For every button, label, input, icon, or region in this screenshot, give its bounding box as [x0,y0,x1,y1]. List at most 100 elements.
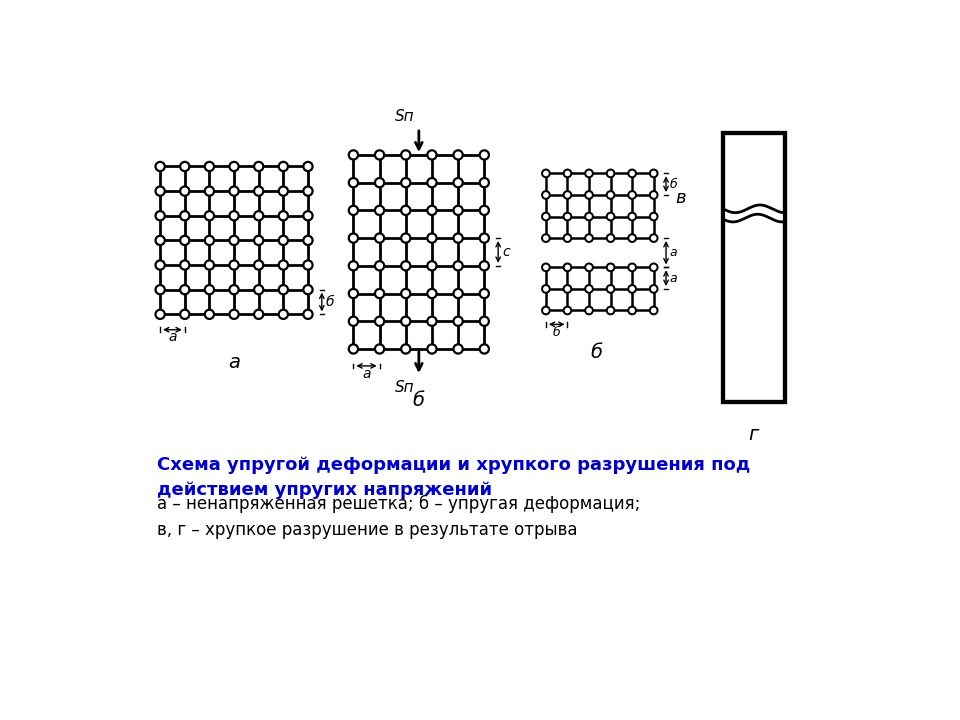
Text: а: а [168,330,177,344]
Circle shape [229,162,239,171]
Circle shape [204,162,214,171]
Circle shape [254,285,263,294]
Circle shape [180,211,189,220]
Circle shape [229,310,239,319]
Circle shape [564,307,571,315]
Circle shape [375,233,384,243]
Text: а: а [228,353,240,372]
Circle shape [180,162,189,171]
Circle shape [586,234,593,242]
Circle shape [229,186,239,196]
Circle shape [607,169,614,177]
Circle shape [156,261,165,270]
Circle shape [607,285,614,293]
Circle shape [254,211,263,220]
Text: б: б [553,325,561,338]
Circle shape [586,285,593,293]
Text: с: с [502,245,510,259]
Circle shape [607,191,614,199]
Circle shape [401,206,410,215]
Circle shape [348,233,358,243]
Circle shape [650,169,658,177]
Circle shape [564,169,571,177]
Circle shape [401,178,410,187]
Circle shape [542,264,550,271]
Circle shape [427,206,437,215]
Circle shape [480,261,489,271]
Circle shape [401,289,410,298]
Circle shape [542,169,550,177]
Circle shape [156,186,165,196]
Circle shape [180,285,189,294]
Circle shape [375,206,384,215]
Text: а: а [362,366,371,381]
Circle shape [453,206,463,215]
Circle shape [586,169,593,177]
Circle shape [254,235,263,245]
Circle shape [156,235,165,245]
Circle shape [303,261,313,270]
Circle shape [542,212,550,220]
Circle shape [480,317,489,326]
Circle shape [453,261,463,271]
Circle shape [427,261,437,271]
Circle shape [401,261,410,271]
Circle shape [480,233,489,243]
Circle shape [156,211,165,220]
Circle shape [480,344,489,354]
Circle shape [375,150,384,160]
Circle shape [453,317,463,326]
Circle shape [278,162,288,171]
Circle shape [564,234,571,242]
Circle shape [607,212,614,220]
Circle shape [564,264,571,271]
Circle shape [375,317,384,326]
Circle shape [254,186,263,196]
Circle shape [303,186,313,196]
Circle shape [542,307,550,315]
Circle shape [278,285,288,294]
Circle shape [348,206,358,215]
Circle shape [650,212,658,220]
Circle shape [628,169,636,177]
Circle shape [348,178,358,187]
Circle shape [204,310,214,319]
Circle shape [204,211,214,220]
Circle shape [180,261,189,270]
Circle shape [586,264,593,271]
Circle shape [564,191,571,199]
Circle shape [204,235,214,245]
Circle shape [453,233,463,243]
Circle shape [303,235,313,245]
Circle shape [480,206,489,215]
Circle shape [628,212,636,220]
Circle shape [180,186,189,196]
Circle shape [348,261,358,271]
Circle shape [586,191,593,199]
Circle shape [229,285,239,294]
Circle shape [480,150,489,160]
Circle shape [427,317,437,326]
Circle shape [204,186,214,196]
Circle shape [607,307,614,315]
Circle shape [607,234,614,242]
Circle shape [254,162,263,171]
Circle shape [254,310,263,319]
Text: б: б [413,391,425,410]
Circle shape [375,289,384,298]
Circle shape [427,178,437,187]
Circle shape [180,235,189,245]
Circle shape [375,344,384,354]
Circle shape [542,285,550,293]
Circle shape [453,178,463,187]
Text: б: б [325,295,334,309]
Circle shape [229,261,239,270]
Circle shape [401,344,410,354]
Circle shape [650,191,658,199]
Circle shape [427,344,437,354]
Circle shape [348,289,358,298]
Circle shape [156,162,165,171]
Circle shape [564,285,571,293]
Circle shape [348,344,358,354]
Circle shape [453,150,463,160]
